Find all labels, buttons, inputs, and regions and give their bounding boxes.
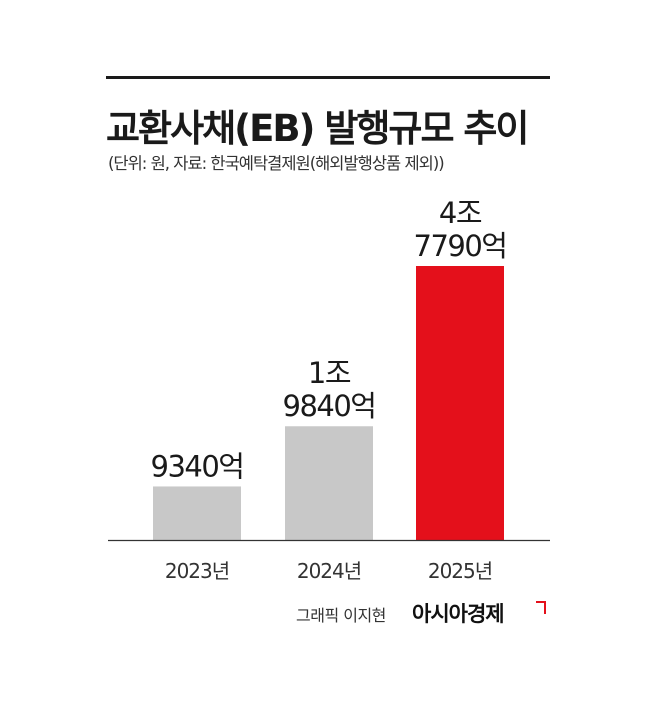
value-label-1-line-1: 9340억 (151, 449, 244, 483)
graphic-credit: 그래픽 이지현 (296, 606, 386, 625)
brand-mark-icon (536, 601, 546, 614)
value-label-2-line-2: 9840억 (283, 389, 376, 423)
bar-1 (153, 486, 241, 540)
value-label-3-line-1: 4조 (439, 196, 482, 230)
x-tick-label-2: 2024년 (297, 559, 361, 583)
top-rule (106, 76, 550, 79)
chart-subtitle: (단위: 원, 자료: 한국예탁결제원(해외발행상품 제외)) (108, 154, 445, 173)
chart-title: 교환사채(EB) 발행규모 추이 (106, 107, 529, 150)
bar-3 (416, 266, 504, 540)
bar-2 (285, 426, 373, 540)
value-label-2-line-1: 1조 (308, 356, 351, 390)
value-label-3-line-2: 7790억 (414, 229, 507, 263)
x-tick-label-3: 2025년 (428, 559, 492, 583)
brand-logo-text: 아시아경제 (412, 602, 505, 626)
x-tick-label-1: 2023년 (165, 559, 229, 583)
